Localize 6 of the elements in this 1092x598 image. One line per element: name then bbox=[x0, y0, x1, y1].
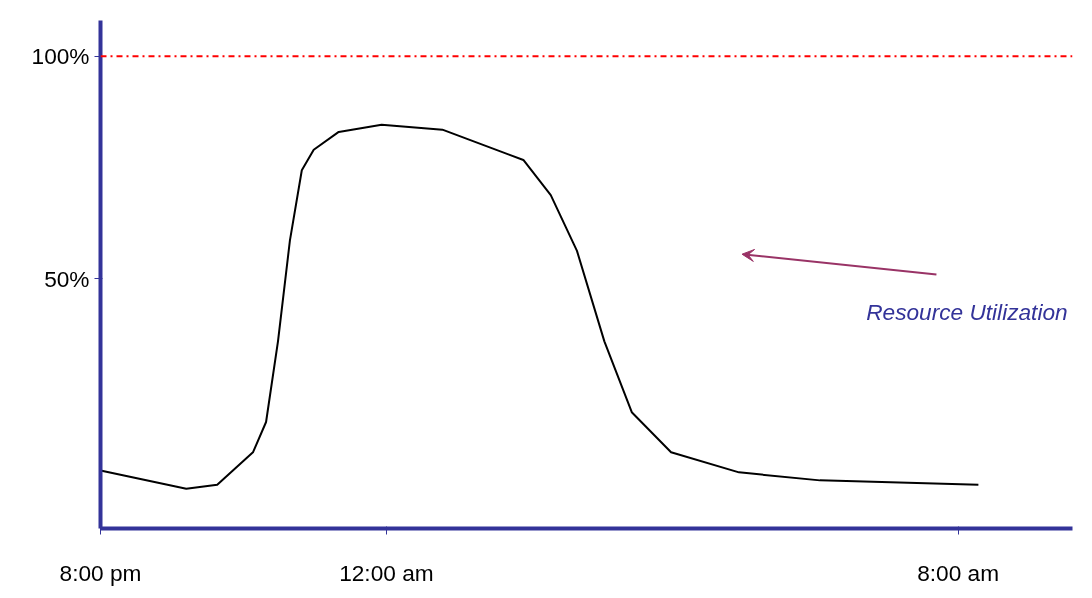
x-tick-label: 8:00 pm bbox=[59, 559, 142, 586]
x-tick-label: 12:00 am bbox=[339, 559, 434, 586]
y-tick-label: 50% bbox=[44, 265, 90, 292]
annotation: Resource Utilization bbox=[866, 299, 1068, 326]
x-tick-label: 8:00 am bbox=[917, 559, 1000, 586]
y-tick-label: 100% bbox=[31, 43, 90, 70]
